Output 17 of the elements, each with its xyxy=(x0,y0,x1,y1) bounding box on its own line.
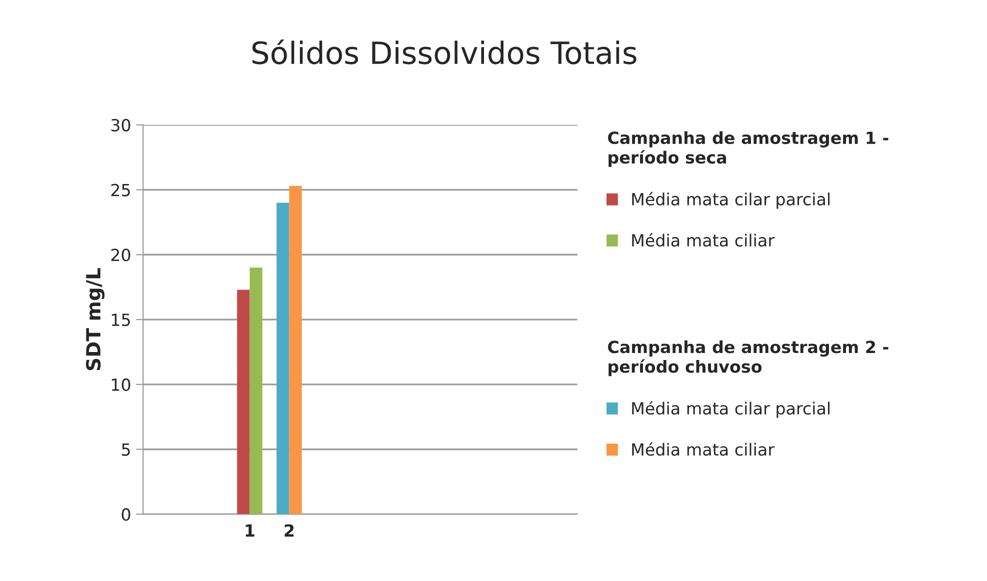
x-tick-label: 1 xyxy=(246,524,254,537)
legend-label: Média mata ciliar xyxy=(632,442,774,456)
y-tick-label: 25 xyxy=(111,184,130,196)
text: Campanha de amostragem 2 - período chuvoso xyxy=(608,340,888,376)
y-tick-label: 15 xyxy=(112,314,130,326)
y-tick-label: 30 xyxy=(111,118,130,132)
legend-label: Média mata cilar parcial xyxy=(632,192,830,209)
y-tick-label: 5 xyxy=(122,443,130,456)
y-axis-title: SDT mg/L xyxy=(86,268,105,370)
legend-label: Média mata cilar parcial xyxy=(632,401,830,418)
x-tick-label: 2 xyxy=(284,524,294,537)
y-tick-label: 0 xyxy=(122,508,130,521)
legend-label: Média mata ciliar xyxy=(632,233,774,247)
y-tick-label: 20 xyxy=(111,248,130,262)
y-tick-label: 10 xyxy=(112,378,130,391)
text: Campanha de amostragem 1 - período seca xyxy=(608,131,888,167)
text: Sólidos Dissolvidos Totais xyxy=(252,39,636,64)
